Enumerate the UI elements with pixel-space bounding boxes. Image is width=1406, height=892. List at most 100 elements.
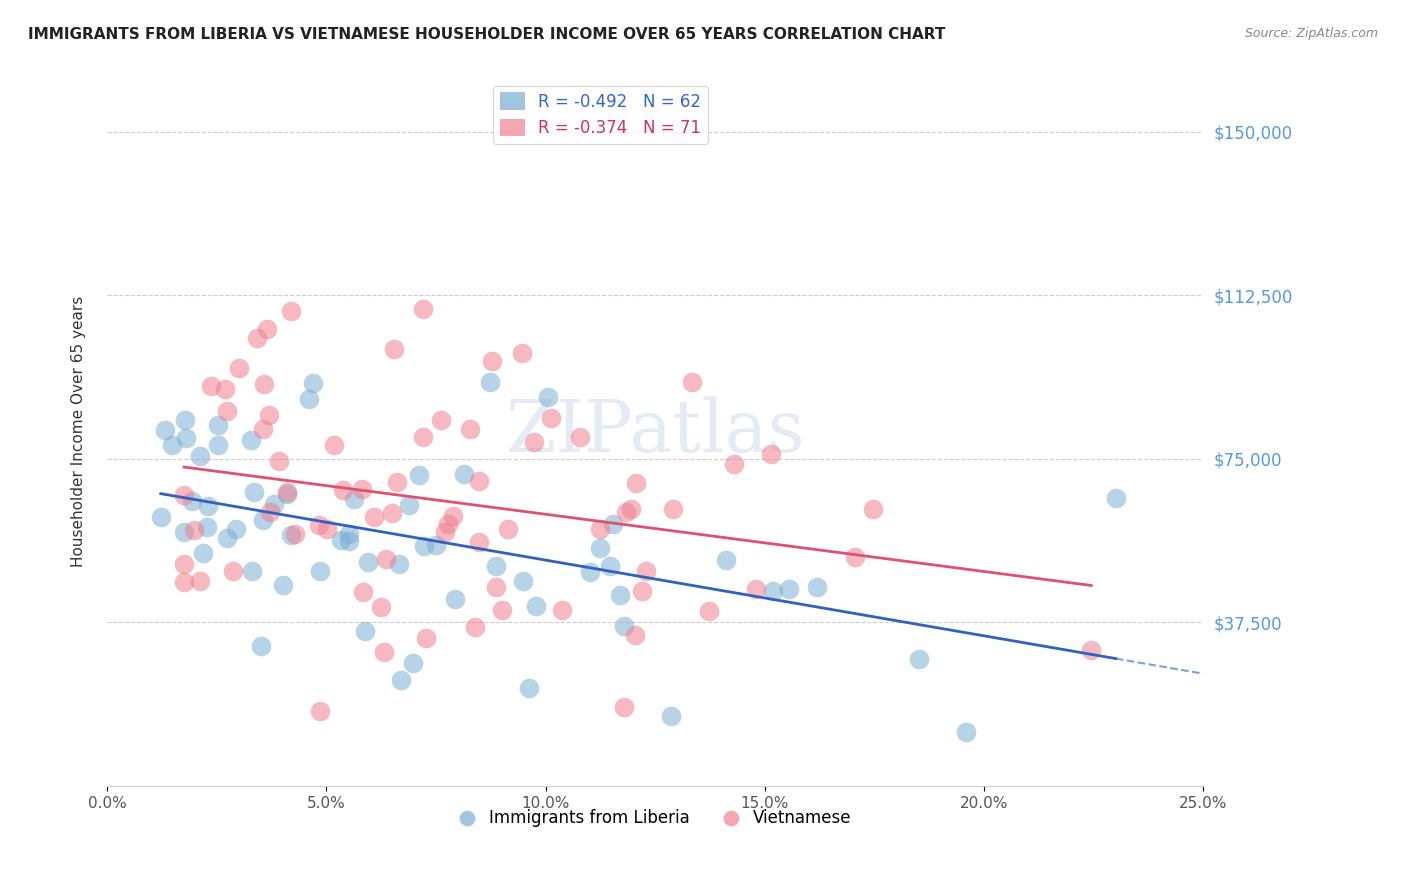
Point: [415, 631, 437, 645]
Point: [620, 501, 643, 516]
Point: [332, 483, 354, 498]
Point: [215, 404, 238, 418]
Point: [512, 574, 534, 588]
Point: [280, 304, 302, 318]
Point: [373, 645, 395, 659]
Point: [246, 331, 269, 345]
Point: [468, 474, 491, 488]
Point: [716, 553, 738, 567]
Point: [240, 564, 263, 578]
Point: [496, 522, 519, 536]
Point: [631, 583, 654, 598]
Point: [413, 539, 436, 553]
Point: [387, 475, 409, 489]
Point: [263, 497, 285, 511]
Point: [155, 423, 177, 437]
Text: ZIPatlas: ZIPatlas: [506, 396, 806, 467]
Point: [537, 390, 560, 404]
Point: [276, 487, 298, 501]
Point: [363, 510, 385, 524]
Point: [430, 413, 453, 427]
Point: [551, 603, 574, 617]
Point: [382, 342, 405, 356]
Point: [485, 580, 508, 594]
Point: [259, 505, 281, 519]
Point: [589, 522, 612, 536]
Point: [402, 657, 425, 671]
Point: [485, 559, 508, 574]
Point: [862, 502, 884, 516]
Point: [510, 346, 533, 360]
Point: [599, 558, 621, 573]
Point: [173, 524, 195, 539]
Point: [391, 673, 413, 688]
Point: [659, 709, 682, 723]
Point: [613, 619, 636, 633]
Point: [443, 591, 465, 606]
Point: [624, 475, 647, 490]
Point: [636, 565, 658, 579]
Point: [425, 538, 447, 552]
Point: [441, 509, 464, 524]
Point: [778, 582, 800, 596]
Point: [468, 535, 491, 549]
Point: [323, 438, 346, 452]
Point: [173, 413, 195, 427]
Point: [540, 411, 562, 425]
Point: [745, 582, 768, 596]
Point: [225, 522, 247, 536]
Point: [458, 422, 481, 436]
Point: [1105, 491, 1128, 505]
Point: [337, 526, 360, 541]
Point: [257, 408, 280, 422]
Point: [699, 604, 721, 618]
Point: [354, 624, 377, 639]
Point: [180, 494, 202, 508]
Point: [955, 725, 977, 739]
Point: [271, 578, 294, 592]
Point: [681, 375, 703, 389]
Point: [188, 450, 211, 464]
Point: [298, 392, 321, 406]
Y-axis label: Householder Income Over 65 years: Householder Income Over 65 years: [72, 296, 86, 567]
Point: [381, 506, 404, 520]
Point: [215, 531, 238, 545]
Point: [568, 430, 591, 444]
Point: [761, 447, 783, 461]
Point: [207, 417, 229, 432]
Point: [519, 681, 541, 695]
Point: [149, 509, 172, 524]
Point: [173, 488, 195, 502]
Point: [408, 467, 430, 482]
Point: [252, 422, 274, 436]
Point: [197, 499, 219, 513]
Point: [337, 533, 360, 548]
Point: [191, 546, 214, 560]
Point: [188, 574, 211, 588]
Point: [908, 652, 931, 666]
Point: [316, 522, 339, 536]
Point: [174, 431, 197, 445]
Point: [250, 639, 273, 653]
Point: [357, 555, 380, 569]
Point: [602, 516, 624, 531]
Point: [762, 584, 785, 599]
Point: [267, 453, 290, 467]
Point: [302, 376, 325, 391]
Point: [589, 541, 612, 556]
Point: [343, 492, 366, 507]
Point: [481, 354, 503, 368]
Legend: Immigrants from Liberia, Vietnamese: Immigrants from Liberia, Vietnamese: [453, 803, 858, 834]
Point: [252, 513, 274, 527]
Text: Source: ZipAtlas.com: Source: ZipAtlas.com: [1244, 27, 1378, 40]
Point: [276, 485, 298, 500]
Point: [524, 599, 547, 614]
Point: [253, 377, 276, 392]
Point: [195, 520, 218, 534]
Point: [412, 430, 434, 444]
Point: [214, 382, 236, 396]
Point: [350, 482, 373, 496]
Point: [662, 502, 685, 516]
Point: [284, 526, 307, 541]
Point: [239, 433, 262, 447]
